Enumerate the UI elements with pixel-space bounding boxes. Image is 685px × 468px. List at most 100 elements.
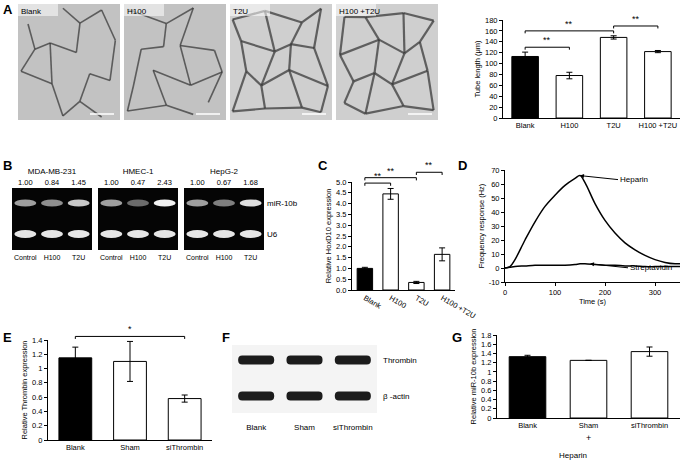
svg-text:Blank: Blank [362,293,383,310]
svg-text:H100: H100 [130,254,147,261]
svg-text:100: 100 [549,288,562,297]
svg-text:C: C [318,158,328,173]
svg-text:A: A [3,2,13,17]
svg-text:2.0: 2.0 [336,242,346,251]
svg-text:1.6: 1.6 [481,340,491,349]
svg-text:G: G [452,330,462,345]
svg-text:20: 20 [489,103,497,112]
svg-text:HMEC-1: HMEC-1 [123,167,154,176]
svg-text:Control: Control [186,254,209,261]
svg-text:**: ** [543,35,551,45]
svg-text:0.2: 0.2 [32,421,42,430]
svg-text:100: 100 [485,59,498,68]
svg-text:1.4: 1.4 [481,349,491,358]
svg-text:H100: H100 [216,254,233,261]
svg-text:siThrombin: siThrombin [333,423,373,432]
svg-text:+: + [586,433,591,443]
svg-text:2.5: 2.5 [336,232,346,241]
svg-text:Heparin: Heparin [559,451,587,460]
svg-text:0: 0 [503,288,507,297]
svg-text:Sham: Sham [579,421,599,430]
svg-text:30: 30 [491,222,499,231]
svg-text:Time (s): Time (s) [579,297,607,306]
svg-text:200: 200 [599,288,612,297]
svg-text:0.6: 0.6 [32,393,42,402]
svg-text:1.4: 1.4 [32,336,42,345]
svg-text:0.4: 0.4 [32,407,42,416]
svg-text:Control: Control [14,254,37,261]
svg-text:120: 120 [485,48,498,57]
svg-text:1.00: 1.00 [104,178,119,187]
svg-text:E: E [3,330,12,345]
svg-text:Sham: Sham [120,443,140,452]
svg-text:180: 180 [485,16,498,25]
svg-text:1: 1 [487,368,491,377]
svg-text:0.6: 0.6 [481,386,491,395]
svg-text:1.00: 1.00 [190,178,205,187]
svg-text:1.45: 1.45 [71,178,86,187]
svg-text:1.2: 1.2 [481,358,491,367]
svg-text:0.84: 0.84 [45,178,60,187]
svg-text:T2U: T2U [72,254,85,261]
svg-text:-10: -10 [489,278,500,287]
svg-text:4.0: 4.0 [336,199,346,208]
svg-text:5.0: 5.0 [336,178,346,187]
svg-text:3.0: 3.0 [336,221,346,230]
svg-text:0.5: 0.5 [336,275,346,284]
svg-text:H100 +T2U: H100 +T2U [639,121,678,130]
svg-text:1: 1 [38,364,42,373]
svg-text:T2U: T2U [607,121,621,130]
svg-text:80: 80 [489,70,497,79]
svg-text:300: 300 [649,288,662,297]
svg-text:siThrombin: siThrombin [631,421,668,430]
svg-text:3.5: 3.5 [336,210,346,219]
svg-text:Thrombin: Thrombin [383,356,417,365]
svg-text:**: ** [565,19,573,29]
svg-text:0.0: 0.0 [336,286,346,295]
svg-text:miR-10b: miR-10b [267,199,298,208]
svg-text:**: ** [425,160,433,170]
svg-text:Blank: Blank [516,121,535,130]
svg-text:10: 10 [491,250,499,259]
svg-text:1.8: 1.8 [481,331,491,340]
svg-text:Streptavidin: Streptavidin [630,263,672,272]
svg-text:Blank: Blank [518,421,537,430]
svg-text:Heparin: Heparin [620,175,648,184]
svg-text:**: ** [632,14,640,24]
svg-text:70: 70 [491,166,499,175]
svg-text:0.67: 0.67 [217,178,232,187]
svg-text:Blank: Blank [66,443,85,452]
svg-text:1.5: 1.5 [336,253,346,262]
svg-text:siThrombin: siThrombin [166,443,203,452]
svg-text:H100: H100 [44,254,61,261]
svg-text:40: 40 [489,92,497,101]
svg-text:H100 +T2U: H100 +T2U [439,293,477,320]
svg-text:1.00: 1.00 [18,178,33,187]
svg-text:160: 160 [485,27,498,36]
svg-text:H100: H100 [388,293,408,310]
svg-text:140: 140 [485,37,498,46]
svg-text:β -actin: β -actin [383,392,409,401]
svg-text:1.68: 1.68 [243,178,258,187]
svg-text:Relative miR-10b expression: Relative miR-10b expression [469,329,478,425]
svg-text:H100: H100 [127,7,147,16]
svg-text:T2U: T2U [413,293,430,308]
svg-text:20: 20 [491,236,499,245]
svg-text:0: 0 [493,114,497,123]
svg-text:60: 60 [491,180,499,189]
svg-text:0: 0 [38,436,42,445]
svg-text:40: 40 [491,208,499,217]
svg-text:0.2: 0.2 [481,404,491,413]
svg-text:MDA-MB-231: MDA-MB-231 [28,167,77,176]
svg-text:**: ** [387,166,395,176]
svg-text:50: 50 [491,194,499,203]
svg-text:*: * [128,324,132,334]
svg-text:0: 0 [487,414,491,423]
svg-text:1.0: 1.0 [336,264,346,273]
svg-text:2.43: 2.43 [157,178,172,187]
svg-text:0.8: 0.8 [32,378,42,387]
svg-text:T2U: T2U [244,254,257,261]
svg-text:F: F [222,330,230,345]
svg-text:HepG-2: HepG-2 [210,167,239,176]
svg-text:T2U: T2U [233,7,248,16]
